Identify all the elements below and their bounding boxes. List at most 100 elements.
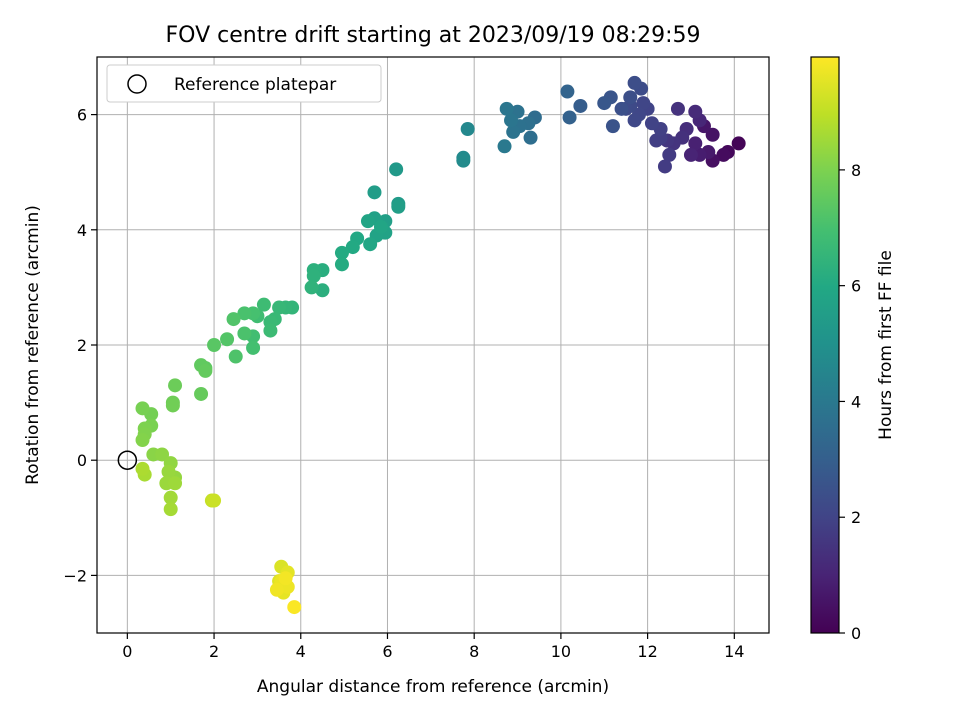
colorbar: 0 2 4 6 8 Hours from first FF file [810, 56, 896, 643]
data-point [605, 119, 620, 134]
data-point [731, 136, 746, 151]
x-tick-label: 14 [724, 642, 744, 661]
legend-box [106, 64, 382, 103]
data-point [460, 122, 475, 136]
data-point [716, 147, 731, 162]
colorbar-label: Hours from first FF file [876, 250, 896, 440]
data-point [135, 433, 150, 448]
chart-title: FOV centre drift starting at 2023/09/19 … [166, 23, 701, 48]
data-point [278, 571, 293, 586]
data-point [644, 116, 659, 131]
legend: Reference platepar [106, 64, 382, 103]
data-point [334, 245, 349, 260]
colorbar-tick-label: 6 [851, 277, 861, 296]
legend-label: Reference platepar [174, 75, 336, 95]
data-point [168, 476, 183, 491]
data-point [562, 110, 577, 125]
x-tick-label: 4 [296, 642, 306, 661]
data-point [226, 312, 241, 327]
x-tick-label: 12 [637, 642, 657, 661]
colorbar-ticks: 0 2 4 6 8 [839, 161, 861, 643]
data-point [389, 162, 404, 177]
colorbar-tick-label: 8 [851, 161, 861, 180]
data-point [155, 447, 170, 462]
legend-marker [127, 74, 147, 94]
data-point [304, 280, 319, 295]
colorbar-tick-label: 2 [851, 508, 861, 527]
data-point [670, 101, 685, 116]
data-point [272, 300, 287, 315]
data-point [497, 139, 512, 154]
data-point [345, 240, 360, 255]
data-point [627, 113, 642, 128]
data-point [287, 600, 302, 615]
y-tick-label: 4 [77, 221, 87, 240]
data-point [220, 332, 235, 347]
data-point [627, 75, 642, 90]
data-point [237, 326, 252, 341]
data-point [367, 185, 382, 200]
data-point [523, 130, 538, 145]
data-point [705, 127, 720, 142]
y-tick-label: 6 [77, 106, 87, 125]
data-point [135, 461, 150, 476]
data-point [168, 378, 183, 393]
data-point [662, 147, 677, 162]
data-point [623, 90, 638, 105]
data-point [688, 136, 703, 151]
y-tick-label: −2 [63, 566, 87, 585]
y-axis-ticks: −2 0 2 4 6 [63, 106, 97, 585]
data-point [198, 363, 213, 378]
data-point [597, 96, 612, 111]
colorbar-gradient [810, 56, 840, 634]
data-point [657, 159, 672, 174]
data-point [560, 84, 575, 99]
y-axis-label: Rotation from reference (arcmin) [23, 205, 43, 485]
data-point [636, 96, 651, 111]
data-point [391, 199, 406, 214]
data-point [688, 104, 703, 119]
data-point [135, 401, 150, 416]
data-point [269, 582, 284, 597]
data-point [207, 493, 222, 508]
data-point [194, 386, 209, 401]
colorbar-tick-label: 4 [851, 392, 861, 411]
x-tick-label: 6 [382, 642, 392, 661]
data-point [165, 398, 180, 413]
data-point [373, 219, 388, 234]
x-tick-label: 10 [551, 642, 571, 661]
data-point [163, 490, 178, 505]
x-axis-label: Angular distance from reference (arcmin) [257, 677, 609, 697]
data-point [360, 214, 375, 229]
data-point [228, 349, 243, 364]
x-tick-label: 8 [469, 642, 479, 661]
x-tick-label: 0 [122, 642, 132, 661]
data-point [499, 101, 514, 116]
data-point [207, 338, 222, 352]
data-point [334, 257, 349, 272]
data-point [504, 113, 519, 128]
data-point [363, 237, 378, 252]
y-tick-label: 0 [77, 451, 87, 470]
x-tick-label: 2 [209, 642, 219, 661]
data-point [573, 98, 588, 113]
data-point [315, 283, 330, 298]
data-points [135, 75, 746, 615]
data-point [306, 268, 321, 283]
data-point [256, 297, 271, 312]
data-point [161, 464, 176, 479]
reference-point-marker [117, 450, 138, 470]
data-point [649, 133, 664, 148]
data-point [163, 502, 178, 517]
data-point [506, 124, 521, 139]
data-point [683, 147, 698, 162]
x-axis-ticks: 0 2 4 6 8 10 12 14 [122, 633, 744, 661]
data-point [263, 323, 278, 338]
data-point [237, 306, 252, 321]
data-point [456, 153, 471, 168]
data-point [246, 340, 261, 355]
colorbar-tick-label: 0 [851, 624, 861, 643]
y-tick-label: 2 [77, 336, 87, 355]
data-point [614, 101, 629, 116]
